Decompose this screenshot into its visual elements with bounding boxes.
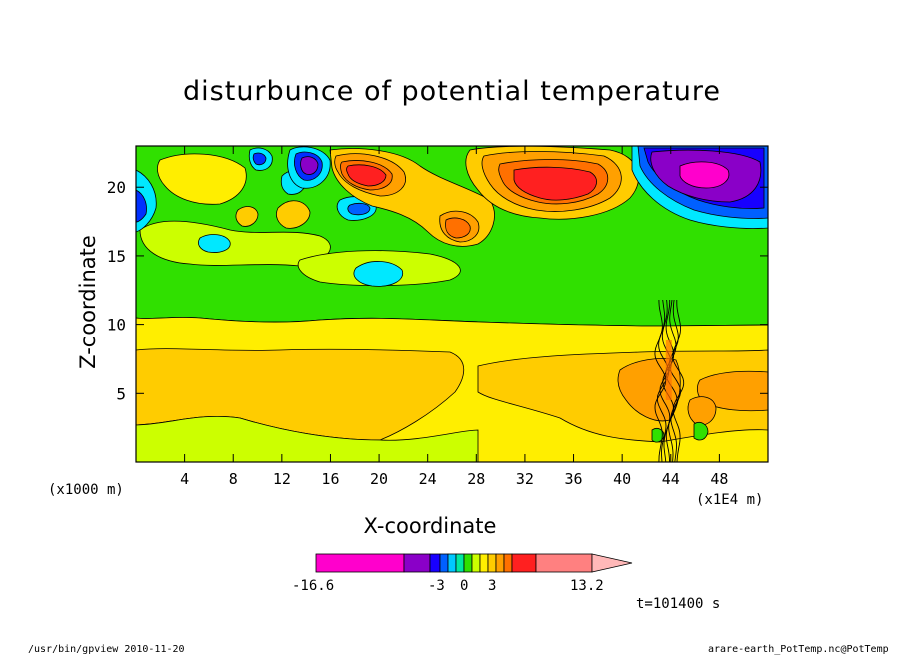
colorbar-segment [455,553,465,573]
x-tick-label: 40 [613,470,631,488]
wave-line [662,300,675,462]
x-tick-label: 44 [662,470,680,488]
x-axis-label: X-coordinate [363,514,497,538]
colorbar-label: -3 [428,578,445,594]
x-tick-label: 24 [419,470,437,488]
colorbar-arrow [591,553,633,573]
right-cool [693,422,709,441]
y-tick-label: 15 [107,247,126,266]
x-tick-label: 8 [229,470,238,488]
warm-patch [157,153,247,205]
heatmap-field [136,146,768,462]
cool-blob [139,220,331,267]
warm-patch [235,206,259,227]
wave-contours [654,299,685,462]
right-warm [696,370,768,412]
time-label: t=101400 s [636,596,721,612]
x-tick-label: 32 [516,470,534,488]
colorbar-segment [511,553,537,573]
x-tick-label: 4 [180,470,189,488]
colorbar-segment [447,553,457,573]
cool-blob [347,202,371,216]
cool-blob [198,234,231,253]
x-unit-label-right: (x1E4 m) [696,492,764,508]
colorbar-segment [463,553,473,573]
warm-core [346,164,387,187]
colorbar-max-label: 13.2 [570,578,604,594]
y-axis-label: Z-coordinate [76,235,100,369]
x-tick-label: 20 [370,470,388,488]
x-tick-label: 28 [467,470,485,488]
axis-ticks [136,146,768,462]
right-warm [687,396,717,426]
x-tick-label: 16 [321,470,339,488]
warm-patch [276,200,311,229]
x-unit-label: (x1000 m) [48,482,124,498]
chart-title: disturbunce of potential temperature [183,76,721,107]
warm-patch [445,217,471,239]
colorbar-min-label: -16.6 [292,578,335,594]
cool-patch [300,156,319,175]
y-tick-label: 20 [107,178,126,197]
y-tick-label: 5 [116,384,126,403]
x-tick-label: 48 [710,470,728,488]
colorbar-segment [429,553,441,573]
colorbar-segment [503,553,513,573]
colorbar-label: 3 [488,578,497,594]
wave-line [672,300,685,462]
colorbar [315,553,633,573]
colorbar-segment [487,553,497,573]
colorbar-segment [471,553,481,573]
upper-right-cold-core [679,161,730,189]
wave-line [668,299,681,462]
cool-blob [353,261,404,287]
wave-core [665,340,672,400]
colorbar-label: 0 [460,578,469,594]
x-tick-label: 36 [565,470,583,488]
cool-patch [252,152,267,166]
footer-right: arare-earth_PotTemp.nc@PotTemp [708,644,889,655]
warm-core [513,166,597,201]
colorbar-segment [479,553,489,573]
x-tick-label: 12 [273,470,291,488]
colorbar-segment [403,553,431,573]
colorbar-segment [535,553,593,573]
footer-left: /usr/bin/gpview 2010-11-20 [28,644,185,655]
colorbar-segment [495,553,505,573]
plot-frame [135,145,769,463]
y-tick-label: 10 [107,316,126,335]
left-edge-cool [136,189,147,223]
colorbar-segment [315,553,405,573]
lower-yellow-band [136,415,479,462]
colorbar-segment [439,553,449,573]
